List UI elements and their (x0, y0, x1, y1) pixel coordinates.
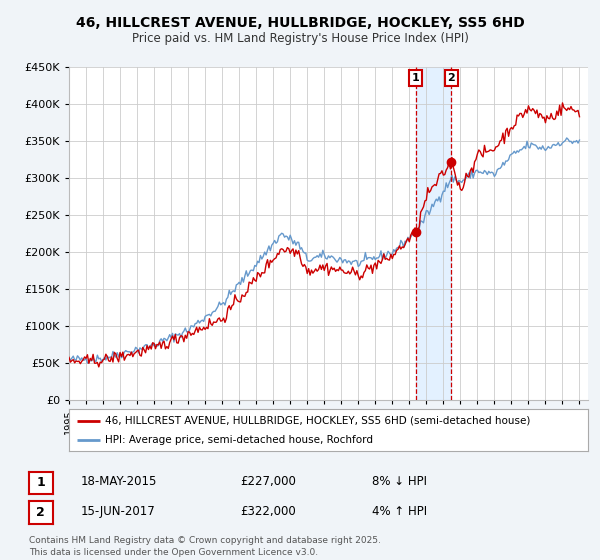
Text: 1: 1 (412, 73, 419, 83)
Text: 1: 1 (37, 476, 45, 489)
Text: 46, HILLCREST AVENUE, HULLBRIDGE, HOCKLEY, SS5 6HD: 46, HILLCREST AVENUE, HULLBRIDGE, HOCKLE… (76, 16, 524, 30)
Text: Price paid vs. HM Land Registry's House Price Index (HPI): Price paid vs. HM Land Registry's House … (131, 32, 469, 45)
Text: Contains HM Land Registry data © Crown copyright and database right 2025.
This d: Contains HM Land Registry data © Crown c… (29, 536, 380, 557)
Text: 18-MAY-2015: 18-MAY-2015 (81, 475, 157, 488)
Text: 8% ↓ HPI: 8% ↓ HPI (372, 475, 427, 488)
Text: £322,000: £322,000 (240, 505, 296, 518)
Bar (416, 67, 451, 400)
Text: £227,000: £227,000 (240, 475, 296, 488)
Text: 2: 2 (448, 73, 455, 83)
Text: 15-JUN-2017: 15-JUN-2017 (81, 505, 156, 518)
Text: 2: 2 (37, 506, 45, 519)
Text: 46, HILLCREST AVENUE, HULLBRIDGE, HOCKLEY, SS5 6HD (semi-detached house): 46, HILLCREST AVENUE, HULLBRIDGE, HOCKLE… (106, 416, 531, 426)
Text: 4% ↑ HPI: 4% ↑ HPI (372, 505, 427, 518)
Text: HPI: Average price, semi-detached house, Rochford: HPI: Average price, semi-detached house,… (106, 435, 373, 445)
